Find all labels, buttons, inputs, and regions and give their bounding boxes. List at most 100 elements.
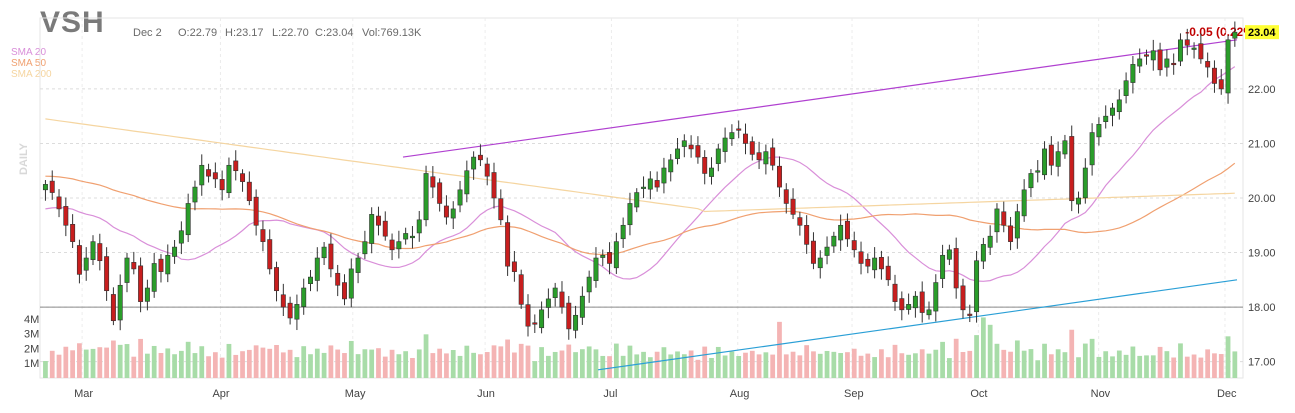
- candle[interactable]: [144, 287, 150, 302]
- candle[interactable]: [389, 239, 395, 251]
- candle[interactable]: [661, 167, 667, 184]
- candle[interactable]: [641, 186, 647, 189]
- candle[interactable]: [749, 141, 755, 155]
- candle[interactable]: [1150, 50, 1156, 61]
- candle[interactable]: [1184, 39, 1190, 46]
- candle[interactable]: [1089, 132, 1095, 166]
- candle[interactable]: [539, 309, 545, 329]
- candle[interactable]: [56, 196, 62, 210]
- candle[interactable]: [1021, 189, 1027, 217]
- candle[interactable]: [233, 160, 239, 172]
- candle[interactable]: [443, 205, 449, 218]
- candle[interactable]: [1110, 107, 1115, 116]
- candle[interactable]: [1082, 167, 1088, 199]
- candle[interactable]: [301, 287, 307, 307]
- candle[interactable]: [1116, 99, 1122, 113]
- candle[interactable]: [709, 167, 714, 177]
- candle[interactable]: [185, 203, 191, 236]
- candle[interactable]: [1028, 173, 1034, 189]
- candle[interactable]: [912, 295, 918, 309]
- candle[interactable]: [369, 214, 375, 244]
- candle[interactable]: [76, 245, 82, 275]
- candle[interactable]: [1008, 225, 1014, 242]
- candle[interactable]: [634, 192, 640, 208]
- candle[interactable]: [532, 322, 538, 325]
- candle[interactable]: [695, 145, 701, 158]
- candle[interactable]: [42, 184, 48, 191]
- candle[interactable]: [559, 291, 565, 308]
- candle[interactable]: [505, 222, 511, 267]
- candle[interactable]: [838, 224, 844, 241]
- candle[interactable]: [172, 246, 178, 257]
- candle[interactable]: [348, 268, 354, 299]
- candle[interactable]: [124, 257, 130, 283]
- candle[interactable]: [1157, 49, 1163, 71]
- candle[interactable]: [776, 165, 782, 188]
- candle[interactable]: [104, 256, 110, 292]
- candle[interactable]: [158, 258, 164, 272]
- candle[interactable]: [484, 163, 490, 177]
- candle[interactable]: [722, 137, 728, 152]
- candle[interactable]: [1096, 124, 1102, 138]
- candle[interactable]: [471, 156, 477, 170]
- candle[interactable]: [613, 241, 619, 269]
- candle[interactable]: [1198, 43, 1204, 60]
- candle[interactable]: [1069, 136, 1075, 202]
- candle[interactable]: [375, 215, 381, 226]
- candle[interactable]: [430, 176, 436, 188]
- candle[interactable]: [688, 144, 694, 150]
- candle[interactable]: [1144, 54, 1149, 57]
- candle[interactable]: [342, 282, 347, 300]
- candle[interactable]: [199, 164, 205, 186]
- candle[interactable]: [675, 148, 680, 159]
- candle[interactable]: [872, 257, 878, 271]
- candle[interactable]: [1137, 58, 1143, 67]
- candle[interactable]: [831, 235, 837, 247]
- candle[interactable]: [736, 128, 742, 131]
- candle[interactable]: [586, 276, 592, 293]
- candle[interactable]: [770, 147, 776, 166]
- candle[interactable]: [212, 172, 218, 180]
- candle[interactable]: [138, 265, 144, 302]
- candle[interactable]: [1177, 39, 1183, 62]
- candle[interactable]: [83, 257, 89, 271]
- candle[interactable]: [308, 276, 313, 284]
- candle[interactable]: [1171, 62, 1177, 66]
- candle[interactable]: [545, 298, 551, 308]
- candle[interactable]: [477, 154, 483, 161]
- candle[interactable]: [967, 313, 973, 316]
- candle[interactable]: [1076, 197, 1081, 205]
- candle[interactable]: [851, 240, 857, 251]
- candle[interactable]: [328, 243, 334, 270]
- candle[interactable]: [593, 257, 599, 281]
- candle[interactable]: [878, 257, 884, 270]
- candle[interactable]: [457, 189, 463, 206]
- candle[interactable]: [423, 173, 429, 221]
- candle[interactable]: [287, 302, 293, 319]
- candle[interactable]: [437, 182, 443, 204]
- candle[interactable]: [1130, 64, 1136, 83]
- candle[interactable]: [1001, 211, 1007, 226]
- candle[interactable]: [1164, 58, 1170, 68]
- candle[interactable]: [110, 294, 116, 322]
- candle[interactable]: [1014, 211, 1020, 239]
- candle[interactable]: [980, 244, 986, 262]
- candle[interactable]: [314, 257, 320, 281]
- candle[interactable]: [382, 220, 388, 237]
- candle[interactable]: [253, 196, 259, 226]
- candle[interactable]: [260, 229, 266, 242]
- candle[interactable]: [280, 294, 286, 308]
- candle[interactable]: [518, 274, 524, 305]
- candle[interactable]: [63, 206, 69, 226]
- candle[interactable]: [824, 246, 830, 256]
- candle[interactable]: [919, 291, 925, 313]
- candle[interactable]: [240, 173, 246, 182]
- candle[interactable]: [511, 261, 517, 272]
- candle[interactable]: [274, 267, 279, 292]
- candle[interactable]: [933, 282, 939, 312]
- candle[interactable]: [403, 233, 409, 240]
- candle[interactable]: [450, 208, 456, 219]
- candle[interactable]: [416, 219, 422, 234]
- candle[interactable]: [681, 140, 687, 147]
